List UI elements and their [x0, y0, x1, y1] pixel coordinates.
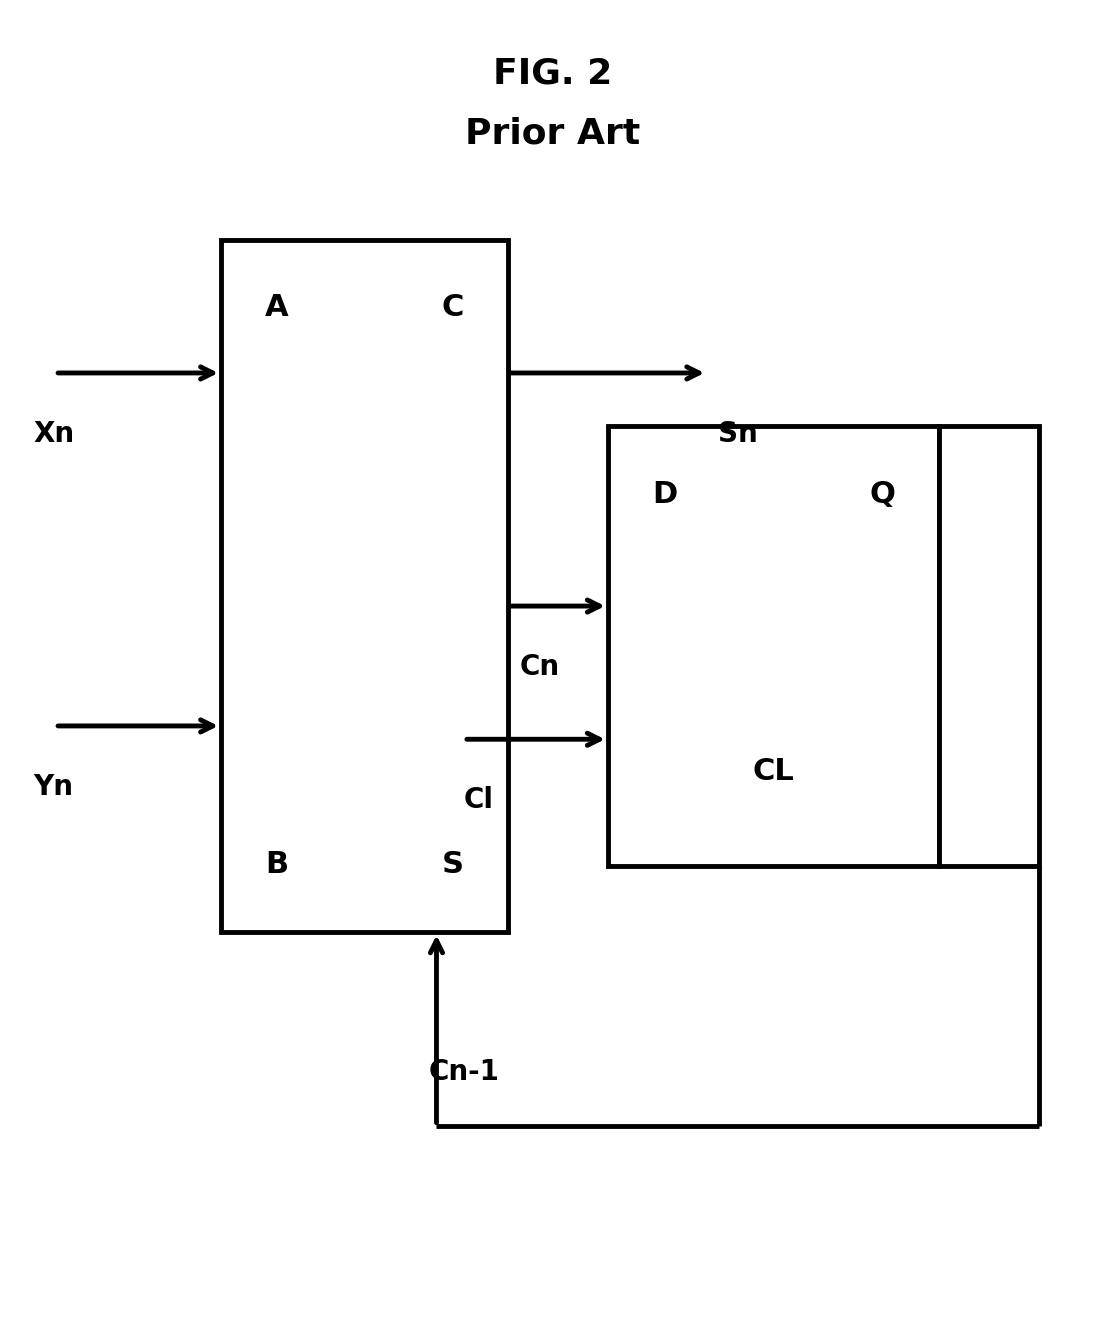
Text: Sn: Sn	[718, 420, 758, 448]
Bar	[221, 240, 508, 932]
Text: Xn: Xn	[33, 420, 74, 448]
Text: C: C	[442, 293, 464, 322]
Text: D: D	[652, 480, 677, 509]
Text: Cl: Cl	[464, 786, 494, 814]
Text: Q: Q	[870, 480, 895, 509]
Text: S: S	[442, 850, 464, 879]
Text: CL: CL	[753, 757, 794, 786]
Text: Cn: Cn	[519, 653, 559, 681]
Text: A: A	[265, 293, 288, 322]
Bar	[608, 426, 939, 866]
Text: B: B	[265, 850, 288, 879]
Text: Cn-1: Cn-1	[429, 1058, 499, 1087]
Bar	[939, 426, 1039, 866]
Text: Prior Art: Prior Art	[465, 116, 640, 151]
Text: FIG. 2: FIG. 2	[493, 56, 612, 91]
Text: Yn: Yn	[33, 773, 73, 801]
